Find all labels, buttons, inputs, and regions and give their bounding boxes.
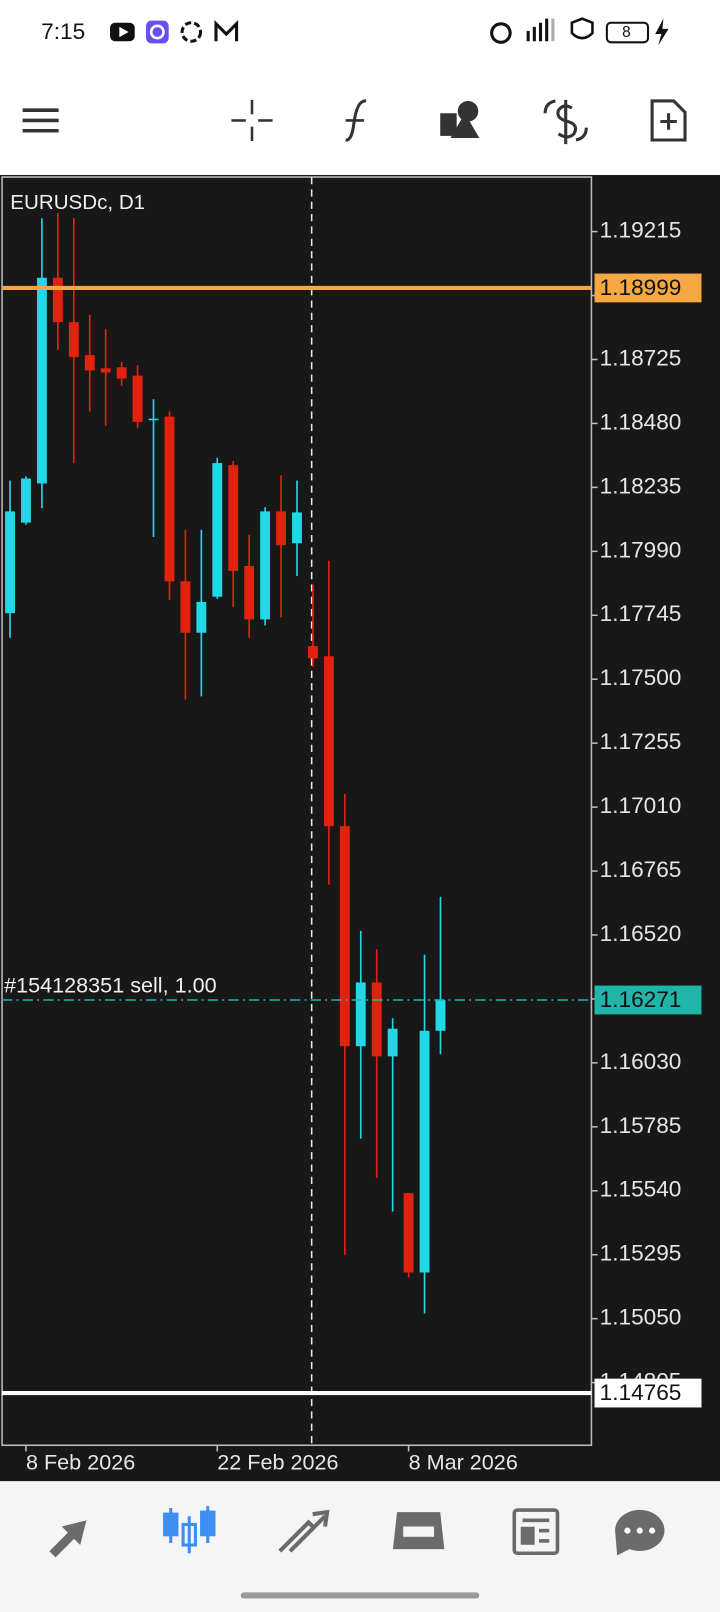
- candle-body: [164, 416, 175, 582]
- candle-body: [435, 999, 446, 1031]
- candle-body: [68, 322, 79, 358]
- candle-body: [21, 478, 31, 523]
- y-tick-label: 1.18480: [600, 409, 682, 434]
- y-tick-label: 1.15050: [600, 1305, 682, 1330]
- y-tick-label: 1.18725: [600, 345, 682, 370]
- candle-body: [84, 355, 95, 371]
- chart-title: EURUSDc, D1: [10, 191, 145, 214]
- candle-body: [308, 646, 318, 659]
- candle-body: [196, 601, 207, 633]
- quotes-tab[interactable]: [49, 1520, 87, 1558]
- menu-button[interactable]: [22, 108, 59, 133]
- candle-body: [339, 826, 350, 1047]
- candle-body: [292, 512, 302, 544]
- history-tab[interactable]: [392, 1512, 445, 1550]
- nav-bg: [0, 1481, 720, 1612]
- price-label-box: [594, 273, 702, 303]
- toolbar: [22, 99, 687, 145]
- candle-body: [244, 565, 255, 620]
- bottom-nav: [49, 1505, 665, 1558]
- candle-body: [371, 982, 382, 1057]
- price-label: 1.14765: [600, 1380, 682, 1405]
- price-label: 1.18999: [600, 275, 682, 300]
- trade-tab[interactable]: [278, 1509, 330, 1553]
- y-tick-label: 1.16030: [600, 1049, 682, 1074]
- candle-body: [116, 367, 127, 379]
- price-label-box: [594, 985, 702, 1015]
- trade-button[interactable]: [543, 99, 588, 145]
- chart-tab[interactable]: [163, 1505, 216, 1554]
- candle-body: [323, 656, 334, 827]
- y-tick-label: 1.17745: [600, 601, 682, 626]
- y-tick-label: 1.18235: [600, 473, 682, 498]
- candle-body: [132, 375, 143, 422]
- candle-body: [260, 511, 271, 620]
- chat-tab[interactable]: [615, 1509, 665, 1556]
- y-tick-label: 1.17255: [600, 729, 682, 754]
- header-bg: [0, 0, 720, 175]
- new-order-button[interactable]: [650, 99, 687, 142]
- candle-body: [52, 277, 63, 323]
- x-tick-label: 8 Feb 2026: [26, 1449, 135, 1474]
- crosshair-button[interactable]: [231, 99, 273, 142]
- indicators-button[interactable]: [345, 99, 367, 142]
- home-indicator: [240, 1592, 480, 1599]
- y-tick-label: 1.19215: [600, 218, 682, 243]
- battery-level: 8: [622, 24, 631, 41]
- status-time: 7:15: [41, 19, 85, 44]
- price-label-box: [594, 1378, 702, 1408]
- y-tick-label: 1.17010: [600, 793, 682, 818]
- candle-body: [355, 982, 366, 1047]
- candle-body: [387, 1028, 398, 1057]
- candle-body: [419, 1030, 430, 1273]
- x-tick-label: 8 Mar 2026: [409, 1449, 518, 1474]
- y-tick-label: 1.15295: [600, 1241, 682, 1266]
- candle-body: [100, 368, 111, 373]
- candle-body: [276, 511, 286, 546]
- chart-bg: [0, 174, 720, 1482]
- y-tick-label: 1.15540: [600, 1177, 682, 1202]
- chart-layer: 1.192151.189701.187251.184801.182351.179…: [2, 213, 702, 1474]
- y-tick-label: 1.16520: [600, 921, 682, 946]
- y-tick-label: 1.17990: [600, 537, 682, 562]
- price-label: 1.16271: [600, 987, 682, 1012]
- x-tick-label: 22 Feb 2026: [217, 1449, 338, 1474]
- y-tick-label: 1.15785: [600, 1113, 682, 1138]
- y-tick-label: 1.16765: [600, 857, 682, 882]
- plot-frame: [1, 176, 593, 1447]
- candle-body: [180, 581, 191, 633]
- status-icons: [110, 17, 669, 46]
- candle-body: [228, 465, 239, 571]
- news-tab[interactable]: [512, 1508, 560, 1556]
- candle-body: [36, 277, 47, 484]
- candle-body: [212, 463, 223, 597]
- candle-body: [148, 418, 159, 421]
- candle-body: [5, 511, 15, 614]
- y-tick-label: 1.17500: [600, 665, 682, 690]
- candle-body: [403, 1193, 414, 1273]
- order-annotation: #154128351 sell, 1.00: [4, 972, 217, 997]
- objects-button[interactable]: [440, 100, 480, 138]
